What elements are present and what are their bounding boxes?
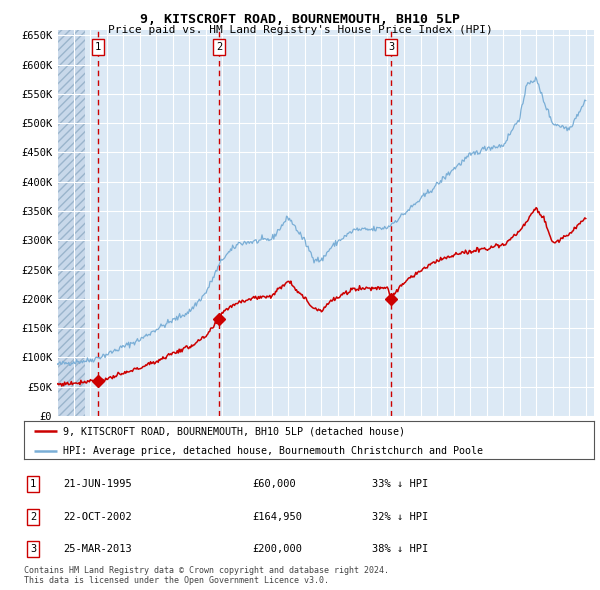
- Text: 3: 3: [388, 42, 394, 52]
- Text: 2: 2: [30, 512, 36, 522]
- Text: 32% ↓ HPI: 32% ↓ HPI: [372, 512, 428, 522]
- Text: 9, KITSCROFT ROAD, BOURNEMOUTH, BH10 5LP (detached house): 9, KITSCROFT ROAD, BOURNEMOUTH, BH10 5LP…: [63, 427, 405, 437]
- Text: 22-OCT-2002: 22-OCT-2002: [63, 512, 132, 522]
- Text: 38% ↓ HPI: 38% ↓ HPI: [372, 545, 428, 554]
- Text: 9, KITSCROFT ROAD, BOURNEMOUTH, BH10 5LP: 9, KITSCROFT ROAD, BOURNEMOUTH, BH10 5LP: [140, 13, 460, 26]
- Text: Contains HM Land Registry data © Crown copyright and database right 2024.
This d: Contains HM Land Registry data © Crown c…: [24, 566, 389, 585]
- Text: £164,950: £164,950: [252, 512, 302, 522]
- Text: 33% ↓ HPI: 33% ↓ HPI: [372, 480, 428, 489]
- Text: 2: 2: [216, 42, 222, 52]
- Text: 3: 3: [30, 545, 36, 554]
- Text: Price paid vs. HM Land Registry's House Price Index (HPI): Price paid vs. HM Land Registry's House …: [107, 25, 493, 35]
- Text: £200,000: £200,000: [252, 545, 302, 554]
- Text: HPI: Average price, detached house, Bournemouth Christchurch and Poole: HPI: Average price, detached house, Bour…: [63, 445, 483, 455]
- Text: 1: 1: [95, 42, 101, 52]
- Text: 21-JUN-1995: 21-JUN-1995: [63, 480, 132, 489]
- Text: 25-MAR-2013: 25-MAR-2013: [63, 545, 132, 554]
- Text: £60,000: £60,000: [252, 480, 296, 489]
- Bar: [57, 30, 85, 416]
- Text: 1: 1: [30, 480, 36, 489]
